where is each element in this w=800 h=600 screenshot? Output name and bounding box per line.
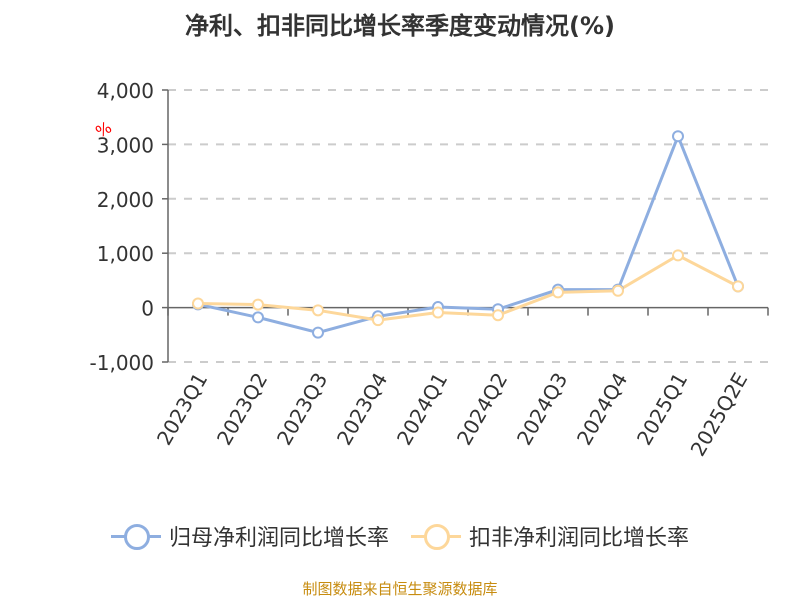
x-tick-label: 2025Q2E xyxy=(686,369,753,461)
data-point[interactable] xyxy=(672,249,684,262)
series-line xyxy=(197,253,739,322)
source-footer: 制图数据来自恒生聚源数据库 xyxy=(302,580,498,598)
data-point[interactable] xyxy=(492,309,504,322)
legend-marker-icon xyxy=(110,523,161,550)
y-tick-label: 2,000 xyxy=(97,188,154,212)
data-point[interactable] xyxy=(552,286,564,299)
x-tick-label: 2023Q2 xyxy=(212,369,272,450)
x-tick-label: 2024Q2 xyxy=(452,369,512,450)
data-point[interactable] xyxy=(192,297,204,310)
y-tick-label: 3,000 xyxy=(97,133,154,157)
legend-label: 扣非净利润同比增长率 xyxy=(469,526,690,551)
y-tick-label: 0 xyxy=(141,297,154,321)
data-point[interactable] xyxy=(312,326,324,339)
x-tick-label: 2024Q3 xyxy=(512,369,572,450)
data-point[interactable] xyxy=(372,314,384,327)
data-point[interactable] xyxy=(252,298,264,311)
x-tick-label: 2023Q1 xyxy=(152,369,212,450)
legend-label: 归母净利润同比增长率 xyxy=(168,526,389,551)
data-point[interactable] xyxy=(252,311,264,324)
legend: 归母净利润同比增长率 扣非净利润同比增长率 xyxy=(0,520,800,552)
x-tick-label: 2024Q1 xyxy=(392,369,452,450)
chart-title: 净利、扣非同比增长率季度变动情况(%) xyxy=(185,12,615,40)
legend-item-deducted-net-profit[interactable]: 扣非净利润同比增长率 xyxy=(411,520,689,552)
x-tick-label: 2023Q4 xyxy=(332,369,392,450)
x-tick-label: 2024Q4 xyxy=(572,369,632,450)
y-tick-label: -1,000 xyxy=(90,351,154,375)
data-point[interactable] xyxy=(732,280,744,293)
y-tick-label: 4,000 xyxy=(97,79,154,103)
data-point[interactable] xyxy=(612,284,624,297)
legend-item-net-profit[interactable]: 归母净利润同比增长率 xyxy=(110,520,389,552)
data-point[interactable] xyxy=(672,130,684,143)
data-point[interactable] xyxy=(432,306,444,319)
x-tick-label: 2023Q3 xyxy=(272,369,332,450)
legend-marker-icon xyxy=(411,523,461,550)
series-line xyxy=(197,132,740,335)
data-point[interactable] xyxy=(312,304,324,317)
y-tick-label: 1,000 xyxy=(97,242,154,266)
x-tick-label: 2025Q1 xyxy=(632,369,692,450)
